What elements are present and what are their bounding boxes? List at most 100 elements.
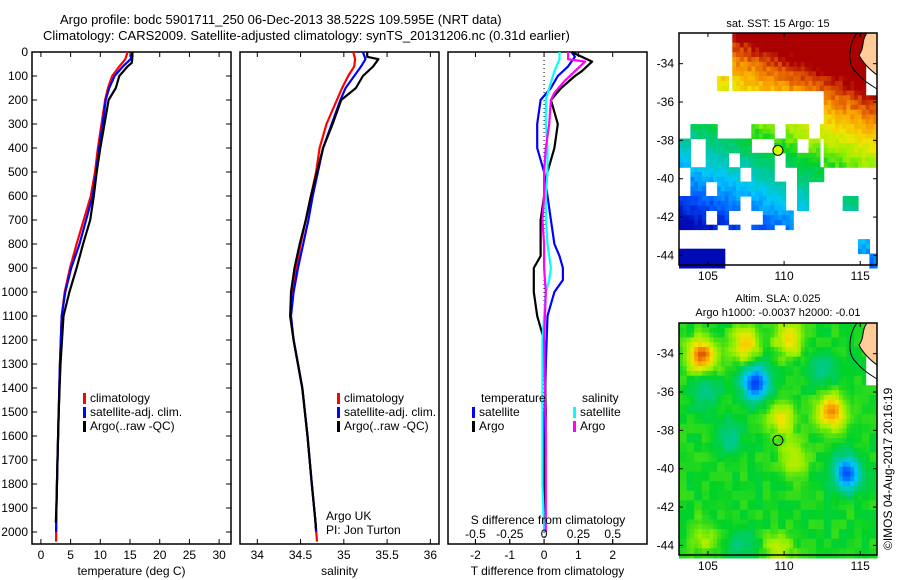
- x-tick-label: 34: [251, 548, 265, 562]
- map-cell: [838, 52, 844, 58]
- map-cell: [682, 196, 688, 202]
- map-cell: [690, 500, 695, 506]
- map-cell: [854, 505, 859, 511]
- map-cell: [701, 481, 707, 487]
- map-cell: [682, 462, 688, 468]
- map-cell: [728, 370, 733, 377]
- map-cell: [865, 452, 870, 458]
- map-cell: [823, 61, 829, 68]
- map-cell: [850, 394, 855, 401]
- map-cell: [858, 47, 863, 53]
- map-cell: [751, 52, 756, 58]
- map-cell: [781, 529, 787, 535]
- map-cell: [797, 66, 802, 72]
- map-cell: [854, 457, 859, 463]
- map-cell: [759, 133, 764, 140]
- map-cell: [713, 409, 718, 415]
- map-cell: [850, 124, 855, 130]
- map-cell: [789, 366, 794, 372]
- map-cell: [797, 327, 802, 334]
- map-cell: [869, 418, 874, 425]
- map-cell: [861, 500, 867, 506]
- map-cell: [698, 495, 703, 501]
- map-cell: [789, 524, 794, 530]
- map-cell: [717, 476, 722, 482]
- map-cell: [793, 148, 798, 154]
- map-cell: [755, 332, 760, 338]
- map-cell: [751, 548, 756, 554]
- map-cell: [789, 462, 794, 468]
- map-cell: [854, 124, 859, 130]
- map-cell: [713, 176, 718, 183]
- map-cell: [819, 524, 825, 530]
- map-cell: [709, 495, 714, 501]
- map-cell: [858, 162, 863, 168]
- map-cell: [846, 433, 851, 439]
- map-cell: [736, 375, 741, 382]
- map-cell: [724, 548, 730, 554]
- map-cell: [755, 543, 760, 549]
- map-cell: [846, 332, 851, 338]
- map-cell: [842, 366, 848, 372]
- map-cell: [717, 380, 722, 386]
- map-cell: [762, 42, 768, 48]
- map-cell: [705, 390, 711, 396]
- map-cell: [854, 495, 859, 501]
- map-cell: [724, 210, 730, 216]
- map-cell: [861, 390, 867, 396]
- map-cell: [713, 433, 718, 439]
- map-cell: [732, 514, 737, 521]
- map-cell: [747, 447, 752, 453]
- map-cell: [739, 57, 745, 63]
- map-cell: [747, 370, 752, 377]
- map-cell: [762, 529, 768, 535]
- map-cell: [679, 361, 684, 367]
- map-cell: [812, 167, 817, 173]
- map-cell: [766, 37, 771, 44]
- map-cell: [781, 476, 787, 482]
- map-cell: [724, 323, 730, 329]
- map-cell: [873, 486, 878, 492]
- map-cell: [774, 191, 779, 197]
- map-cell: [781, 399, 787, 406]
- map-cell: [770, 370, 775, 377]
- map-cell: [732, 404, 737, 410]
- map-cell: [743, 181, 749, 187]
- map-cell: [747, 162, 752, 168]
- map-cell: [781, 342, 787, 348]
- map-cell: [732, 342, 737, 348]
- map-cell: [679, 258, 684, 264]
- map-cell: [747, 181, 752, 187]
- map-cell: [705, 152, 711, 159]
- map-cell: [842, 438, 848, 444]
- map-cell: [831, 476, 836, 482]
- map-cell: [816, 524, 821, 530]
- map-cell: [698, 351, 703, 358]
- map-cell: [778, 37, 783, 44]
- map-cell: [701, 500, 707, 506]
- map-cell: [842, 553, 848, 559]
- map-cell: [751, 553, 756, 559]
- map-cell: [770, 414, 775, 420]
- map-cell: [755, 457, 760, 463]
- map-cell: [873, 157, 878, 163]
- map-cell: [694, 172, 699, 178]
- map-cell: [720, 438, 726, 444]
- map-cell: [827, 423, 832, 430]
- map-cell: [793, 466, 798, 473]
- map-cell: [774, 385, 779, 391]
- map-cell: [755, 524, 760, 530]
- map-y-tick-label: -44: [657, 248, 675, 262]
- map-cell: [781, 380, 787, 386]
- map-cell: [732, 471, 737, 477]
- map-cell: [838, 553, 844, 559]
- map-cell: [770, 404, 775, 410]
- map-cell: [766, 457, 771, 463]
- map-cell: [713, 457, 718, 463]
- map-cell: [846, 543, 851, 549]
- map-cell: [686, 356, 691, 362]
- map-cell: [816, 37, 821, 44]
- map-cell: [751, 524, 756, 530]
- map-cell: [804, 332, 810, 338]
- map-cell: [682, 253, 688, 259]
